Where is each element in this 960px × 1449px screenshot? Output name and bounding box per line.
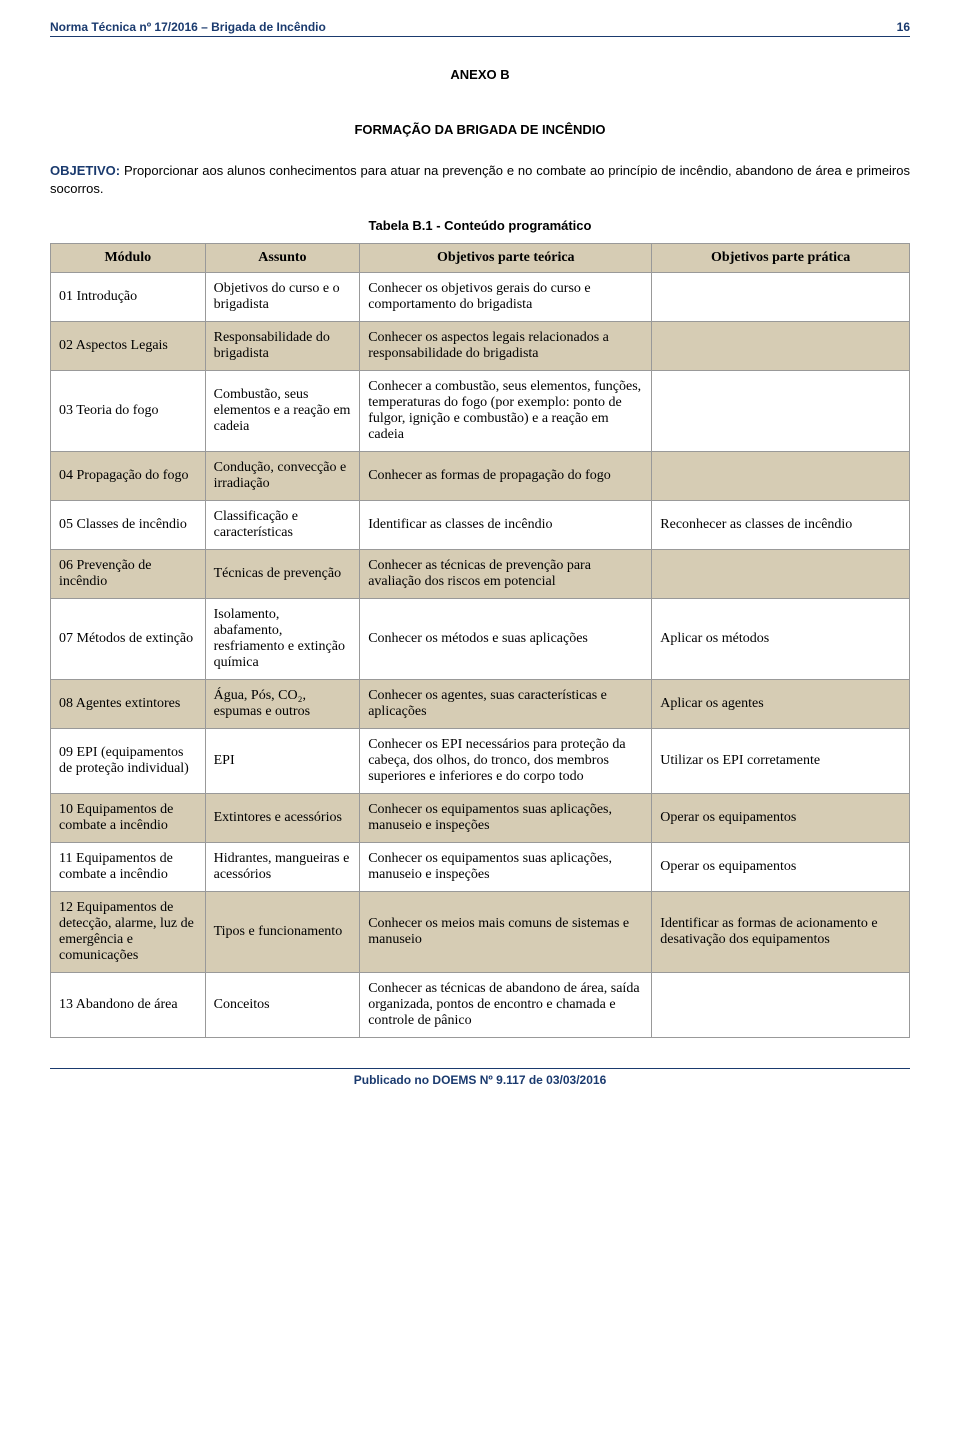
- table-cell: 04 Propagação do fogo: [51, 452, 206, 501]
- page-footer: Publicado no DOEMS Nº 9.117 de 03/03/201…: [50, 1068, 910, 1087]
- page-container: Norma Técnica nº 17/2016 – Brigada de In…: [0, 0, 960, 1117]
- table-cell: Classificação e características: [205, 501, 360, 550]
- table-caption: Tabela B.1 - Conteúdo programático: [50, 218, 910, 233]
- table-cell: 13 Abandono de área: [51, 973, 206, 1038]
- table-cell: Conhecer os EPI necessários para proteçã…: [360, 729, 652, 794]
- table-cell: Objetivos do curso e o brigadista: [205, 273, 360, 322]
- table-cell: Identificar as classes de incêndio: [360, 501, 652, 550]
- table-cell: 08 Agentes extintores: [51, 680, 206, 729]
- col-header-teorica: Objetivos parte teórica: [360, 244, 652, 273]
- table-cell: Conhecer os métodos e suas aplicações: [360, 599, 652, 680]
- table-body: 01 IntroduçãoObjetivos do curso e o brig…: [51, 273, 910, 1038]
- table-cell: 11 Equipamentos de combate a incêndio: [51, 843, 206, 892]
- table-row: 10 Equipamentos de combate a incêndioExt…: [51, 794, 910, 843]
- table-cell: Conhecer os equipamentos suas aplicações…: [360, 843, 652, 892]
- table-cell: 02 Aspectos Legais: [51, 322, 206, 371]
- col-header-pratica: Objetivos parte prática: [652, 244, 910, 273]
- objetivo-label: OBJETIVO:: [50, 163, 120, 178]
- table-cell: 10 Equipamentos de combate a incêndio: [51, 794, 206, 843]
- table-row: 03 Teoria do fogoCombustão, seus element…: [51, 371, 910, 452]
- table-row: 05 Classes de incêndioClassificação e ca…: [51, 501, 910, 550]
- table-cell: Condução, convecção e irradiação: [205, 452, 360, 501]
- table-cell: Conhecer os objetivos gerais do curso e …: [360, 273, 652, 322]
- table-cell: 05 Classes de incêndio: [51, 501, 206, 550]
- anexo-heading: ANEXO B: [50, 67, 910, 82]
- table-cell: Técnicas de prevenção: [205, 550, 360, 599]
- table-cell: Operar os equipamentos: [652, 794, 910, 843]
- table-cell: Hidrantes, mangueiras e acessórios: [205, 843, 360, 892]
- table-row: 06 Prevenção de incêndioTécnicas de prev…: [51, 550, 910, 599]
- table-cell: Conhecer a combustão, seus elementos, fu…: [360, 371, 652, 452]
- table-cell: Conhecer os aspectos legais relacionados…: [360, 322, 652, 371]
- objetivo-paragraph: OBJETIVO: Proporcionar aos alunos conhec…: [50, 162, 910, 198]
- table-cell: Conhecer as técnicas de abandono de área…: [360, 973, 652, 1038]
- table-row: 02 Aspectos LegaisResponsabilidade do br…: [51, 322, 910, 371]
- table-row: 07 Métodos de extinçãoIsolamento, abafam…: [51, 599, 910, 680]
- table-cell: Conhecer os agentes, suas característica…: [360, 680, 652, 729]
- conteudo-programatico-table: Módulo Assunto Objetivos parte teórica O…: [50, 243, 910, 1038]
- table-cell: [652, 322, 910, 371]
- table-cell: Utilizar os EPI corretamente: [652, 729, 910, 794]
- table-cell: Água, Pós, CO₂, espumas e outros: [205, 680, 360, 729]
- table-cell: 07 Métodos de extinção: [51, 599, 206, 680]
- table-cell: Aplicar os agentes: [652, 680, 910, 729]
- table-cell: Conhecer as formas de propagação do fogo: [360, 452, 652, 501]
- page-header: Norma Técnica nº 17/2016 – Brigada de In…: [50, 20, 910, 37]
- table-cell: [652, 973, 910, 1038]
- table-cell: Tipos e funcionamento: [205, 892, 360, 973]
- table-cell: Isolamento, abafamento, resfriamento e e…: [205, 599, 360, 680]
- table-row: 13 Abandono de áreaConceitosConhecer as …: [51, 973, 910, 1038]
- table-head: Módulo Assunto Objetivos parte teórica O…: [51, 244, 910, 273]
- table-row: 01 IntroduçãoObjetivos do curso e o brig…: [51, 273, 910, 322]
- table-cell: 09 EPI (equipamentos de proteção individ…: [51, 729, 206, 794]
- table-cell: [652, 550, 910, 599]
- formacao-heading: FORMAÇÃO DA BRIGADA DE INCÊNDIO: [50, 122, 910, 137]
- table-cell: Operar os equipamentos: [652, 843, 910, 892]
- table-cell: 01 Introdução: [51, 273, 206, 322]
- table-cell: 06 Prevenção de incêndio: [51, 550, 206, 599]
- table-row: 11 Equipamentos de combate a incêndioHid…: [51, 843, 910, 892]
- table-cell: Extintores e acessórios: [205, 794, 360, 843]
- objetivo-text: Proporcionar aos alunos conhecimentos pa…: [50, 163, 910, 196]
- col-header-assunto: Assunto: [205, 244, 360, 273]
- table-cell: Conhecer os equipamentos suas aplicações…: [360, 794, 652, 843]
- table-cell: [652, 273, 910, 322]
- col-header-modulo: Módulo: [51, 244, 206, 273]
- table-row: 12 Equipamentos de detecção, alarme, luz…: [51, 892, 910, 973]
- table-cell: Combustão, seus elementos e a reação em …: [205, 371, 360, 452]
- header-page-number: 16: [897, 20, 910, 34]
- table-row: 09 EPI (equipamentos de proteção individ…: [51, 729, 910, 794]
- table-cell: Identificar as formas de acionamento e d…: [652, 892, 910, 973]
- table-cell: Conhecer as técnicas de prevenção para a…: [360, 550, 652, 599]
- table-cell: Conhecer os meios mais comuns de sistema…: [360, 892, 652, 973]
- table-row: 04 Propagação do fogoCondução, convecção…: [51, 452, 910, 501]
- table-cell: Conceitos: [205, 973, 360, 1038]
- table-cell: Responsabilidade do brigadista: [205, 322, 360, 371]
- table-cell: [652, 371, 910, 452]
- table-cell: 12 Equipamentos de detecção, alarme, luz…: [51, 892, 206, 973]
- header-title: Norma Técnica nº 17/2016 – Brigada de In…: [50, 20, 326, 34]
- table-cell: Aplicar os métodos: [652, 599, 910, 680]
- table-row: 08 Agentes extintoresÁgua, Pós, CO₂, esp…: [51, 680, 910, 729]
- table-cell: [652, 452, 910, 501]
- table-cell: 03 Teoria do fogo: [51, 371, 206, 452]
- table-cell: EPI: [205, 729, 360, 794]
- table-header-row: Módulo Assunto Objetivos parte teórica O…: [51, 244, 910, 273]
- table-cell: Reconhecer as classes de incêndio: [652, 501, 910, 550]
